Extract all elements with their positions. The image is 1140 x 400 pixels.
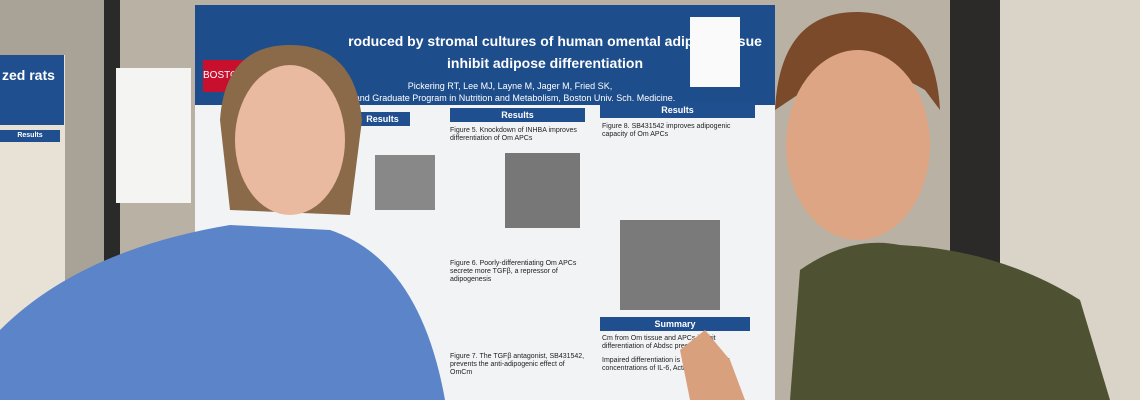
caption: Figure 6. Poorly-differentiating Om APCs…	[450, 260, 577, 283]
hand	[680, 330, 745, 400]
section-heading: Results	[600, 102, 755, 118]
poster-title: inhibit adipose differentiation	[447, 55, 643, 71]
section-heading: Results	[355, 112, 410, 126]
side-poster-heading: Results	[0, 130, 60, 142]
section-heading: Summary	[600, 317, 750, 331]
logo-figure	[690, 17, 740, 87]
person-shirt	[790, 242, 1110, 400]
caption: Figure 5. Knockdown of INHBA improves di…	[450, 127, 577, 142]
micrograph	[505, 153, 580, 228]
caption: Figure 7. The TGFβ antagonist, SB431542,…	[450, 353, 585, 376]
summary-item: Cm from Om tissue and APCs inhibit diffe…	[602, 335, 716, 350]
poster-title: roduced by stromal cultures of human ome…	[348, 33, 762, 49]
paper-note	[116, 68, 191, 203]
section-heading: Results	[450, 108, 585, 122]
summary-item: Impaired differentiation is associated w…	[602, 357, 730, 372]
person-face	[235, 65, 345, 215]
micrograph	[375, 155, 435, 210]
authors: Pickering RT, Lee MJ, Layne M, Jager M, …	[407, 81, 613, 91]
caption: Figure 8. SB431542 improves adipogenic c…	[602, 123, 731, 138]
micrograph	[620, 220, 720, 310]
affiliation: and Graduate Program in Nutrition and Me…	[354, 93, 676, 103]
person-shirt	[0, 225, 445, 400]
person-face	[786, 50, 930, 240]
side-poster-title: zed rats	[0, 55, 64, 125]
